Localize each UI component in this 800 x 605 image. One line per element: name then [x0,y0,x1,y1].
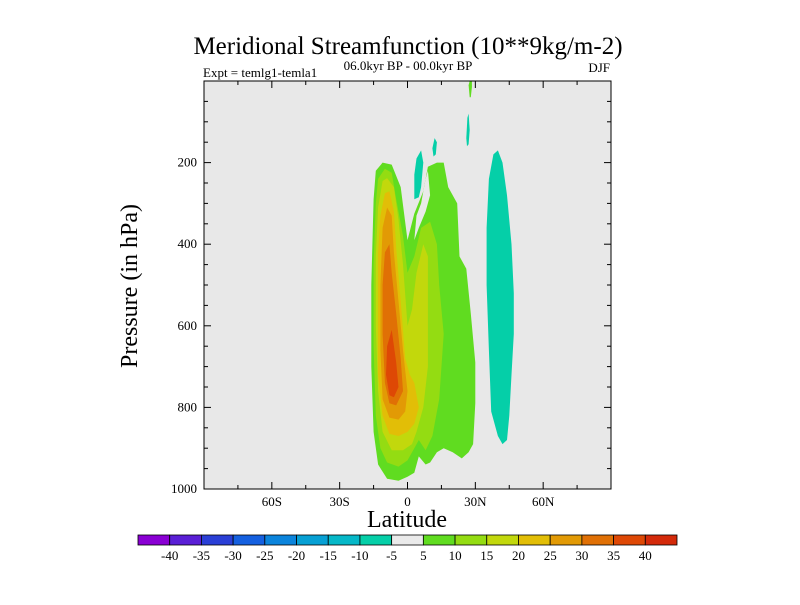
colorbar-label: -30 [224,548,241,563]
colorbar-box [486,534,519,546]
contour-region-7 [414,170,431,241]
colorbar-box [422,534,456,546]
colorbar-box [454,534,488,546]
colorbar-box [359,534,393,546]
x-tick-label: 30S [330,494,350,509]
period-label: 06.0kyr BP - 00.0kyr BP [344,58,473,73]
colorbar-box [296,534,329,546]
x-tick-label: 60N [532,494,555,509]
colorbar-label: -25 [256,548,273,563]
colorbar-box [327,534,361,546]
x-tick-label: 60S [262,494,282,509]
colorbar-box [549,534,583,546]
y-tick-label: 600 [178,318,198,333]
colorbar-label: 25 [544,548,557,563]
colorbar-box [264,534,297,546]
colorbar-label: 20 [512,548,525,563]
colorbar-box [201,534,234,546]
contour-fills [371,81,514,481]
colorbar-label: 5 [420,548,427,563]
colorbar-box [137,534,171,546]
colorbar-box [613,534,646,546]
x-tick-label: 30N [464,494,487,509]
contour-region-10 [432,138,437,157]
y-axis: 200 400 600 800 1000 [171,100,611,496]
x-axis: 60S 30S 0 30N 60N [237,81,578,509]
colorbar-box [644,534,678,546]
y-axis-label: Pressure (in hPa) [117,204,143,368]
season-label: DJF [588,60,610,75]
colorbar-label: -20 [288,548,305,563]
colorbar-label: -40 [161,548,178,563]
x-axis-label: Latitude [367,507,447,533]
colorbar-label: 35 [607,548,620,563]
colorbar-label: 40 [639,548,652,563]
colorbar-box [169,534,202,546]
y-tick-label: 1000 [171,481,197,496]
y-tick-label: 200 [178,155,198,170]
y-tick-label: 400 [178,236,198,251]
contour-region-8 [486,150,514,445]
colorbar-box [581,534,614,546]
y-tick-label: 800 [178,399,198,414]
colorbar-box [518,534,551,546]
colorbar-label: 15 [480,548,493,563]
colorbar-label: 30 [575,548,588,563]
colorbar-box [232,534,266,546]
contour-region-6 [386,329,399,398]
colorbar-label: -15 [320,548,337,563]
colorbar: -40 -35 -30 -25 -20 -15 -10 -5 5 10 15 20 25 30 35 40 [137,534,678,563]
contour-region-9 [414,150,424,200]
x-tick-label: 0 [404,494,411,509]
colorbar-label: 10 [449,548,462,563]
experiment-label: Expt = temlg1-temla1 [203,65,317,80]
chart-title: Meridional Streamfunction (10**9kg/m-2) [193,33,622,60]
colorbar-label: -5 [386,548,397,563]
contour-region-12 [468,81,472,98]
colorbar-box [391,534,424,546]
contour-region-11 [466,113,470,147]
plot-area: 60S 30S 0 30N 60N 200 400 600 800 1000 [171,80,612,509]
colorbar-label: -35 [193,548,210,563]
colorbar-label: -10 [351,548,368,563]
